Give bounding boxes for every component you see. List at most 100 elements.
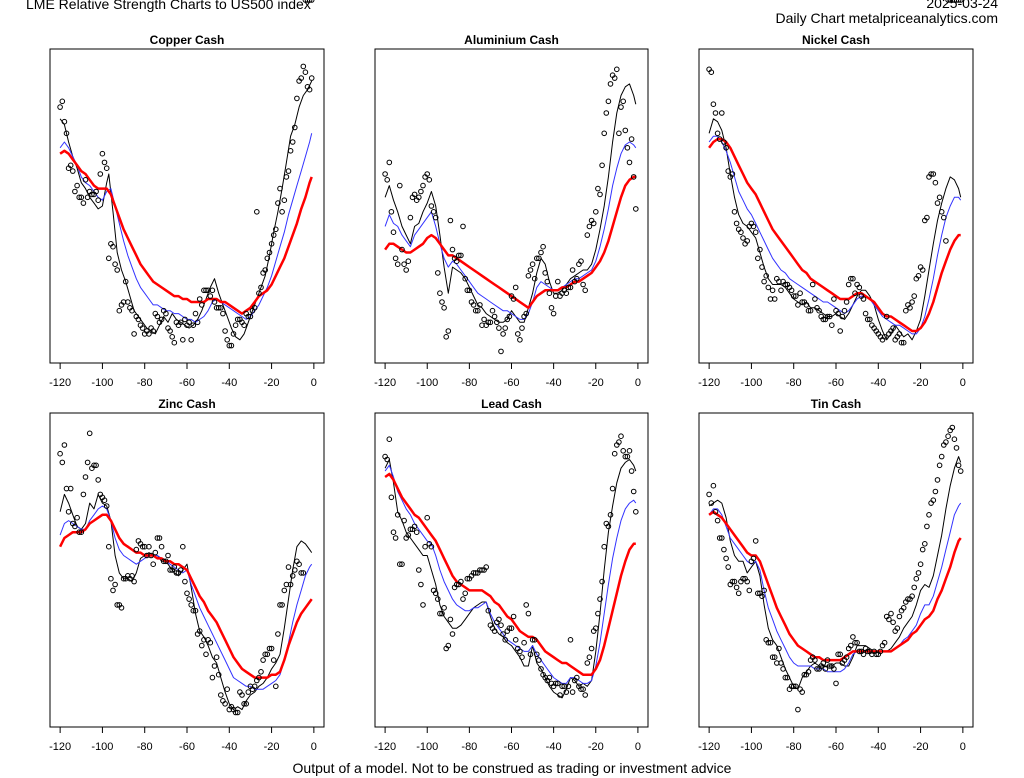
- data-point: [234, 316, 241, 323]
- data-point: [405, 532, 412, 538]
- data-point: [413, 529, 420, 536]
- data-point: [911, 293, 918, 299]
- data-point: [850, 634, 856, 640]
- data-point: [245, 689, 252, 695]
- data-point: [222, 328, 228, 334]
- data-point: [447, 616, 454, 623]
- data-point: [845, 281, 852, 288]
- data-point: [302, 0, 309, 3]
- data-point: [82, 177, 89, 183]
- data-point: [122, 278, 129, 285]
- data-point: [945, 433, 951, 440]
- data-point: [622, 127, 629, 134]
- data-point: [809, 281, 816, 288]
- data-point: [909, 299, 915, 305]
- data-point: [605, 523, 612, 530]
- data-point: [462, 590, 469, 597]
- data-point: [850, 275, 856, 282]
- data-point: [757, 246, 763, 253]
- data-point: [416, 567, 422, 573]
- data-point: [99, 150, 106, 157]
- x-tick-label: -20: [264, 377, 280, 389]
- data-point: [428, 543, 435, 550]
- data-point: [609, 485, 616, 492]
- x-tick-label: -40: [546, 377, 562, 389]
- data-point: [624, 453, 631, 460]
- data-point: [525, 610, 532, 617]
- data-point: [281, 197, 288, 203]
- data-point: [584, 660, 591, 666]
- data-point: [283, 174, 290, 180]
- data-point: [795, 706, 801, 713]
- data-point: [150, 328, 156, 334]
- data-point: [799, 689, 806, 695]
- data-point: [860, 296, 867, 302]
- data-point: [517, 337, 523, 343]
- data-point: [222, 701, 228, 707]
- data-point: [759, 593, 765, 600]
- data-point: [784, 674, 791, 681]
- data-point: [814, 666, 820, 672]
- data-point: [710, 101, 717, 107]
- data-point: [917, 561, 924, 568]
- data-point: [91, 462, 97, 469]
- data-point: [761, 278, 767, 285]
- data-point: [752, 229, 759, 235]
- x-tick-label: -20: [264, 741, 280, 753]
- data-point: [729, 578, 736, 585]
- data-point: [599, 162, 605, 169]
- series-line-mid-ma: [708, 502, 962, 673]
- data-point: [951, 436, 958, 443]
- data-point: [848, 642, 854, 649]
- data-point: [856, 648, 863, 655]
- data-point: [580, 281, 586, 288]
- data-point: [620, 448, 627, 454]
- data-point: [470, 302, 477, 308]
- data-point: [793, 293, 799, 299]
- data-point: [864, 648, 871, 655]
- data-point: [843, 299, 850, 305]
- series-line-short-ma: [384, 83, 637, 323]
- page-title: LME Relative Strength Charts to US500 in…: [26, 0, 311, 12]
- data-point: [390, 229, 397, 235]
- data-point: [710, 482, 717, 489]
- data-point: [510, 296, 517, 302]
- data-point: [78, 529, 85, 536]
- data-point: [565, 683, 572, 690]
- x-tick-label: -60: [504, 377, 520, 389]
- plot-frame: [698, 48, 974, 364]
- data-point: [588, 645, 595, 652]
- data-point: [540, 243, 546, 250]
- data-point: [158, 316, 165, 323]
- data-point: [769, 654, 776, 661]
- data-point: [852, 639, 858, 646]
- data-point: [481, 316, 487, 323]
- x-tick-label: -100: [416, 377, 438, 389]
- series-line-long-ma: [384, 472, 636, 676]
- data-point: [472, 570, 479, 576]
- data-point: [177, 567, 184, 573]
- data-point: [167, 567, 173, 573]
- data-point: [574, 275, 580, 282]
- data-point: [771, 654, 778, 661]
- data-point: [881, 334, 888, 340]
- x-tick-label: -100: [91, 377, 113, 389]
- x-tick-label: -60: [504, 741, 520, 753]
- data-point: [464, 287, 471, 294]
- x-tick-label: 0: [311, 377, 317, 389]
- data-point: [837, 651, 844, 658]
- data-point: [218, 305, 224, 311]
- data-point: [831, 666, 837, 672]
- data-point: [103, 165, 110, 171]
- data-point: [188, 337, 194, 343]
- data-point: [485, 607, 492, 614]
- data-point: [529, 261, 536, 268]
- data-point: [597, 596, 603, 602]
- data-point: [472, 307, 479, 314]
- data-point: [949, 424, 956, 431]
- data-point: [129, 307, 135, 314]
- data-point: [953, 445, 960, 451]
- data-point: [258, 669, 264, 675]
- data-point: [80, 491, 87, 498]
- data-point: [723, 145, 729, 151]
